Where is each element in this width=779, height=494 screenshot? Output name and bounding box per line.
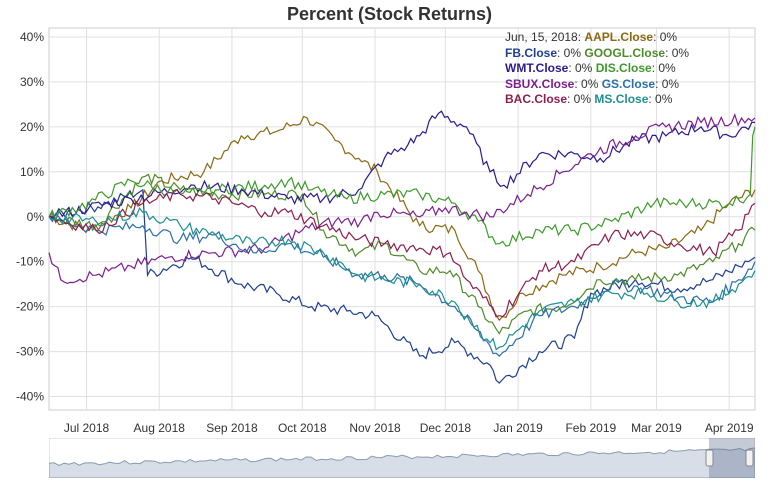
chart-legend: Jun, 15, 2018: AAPL.Close: 0% FB.Close: 0… <box>505 30 689 108</box>
y-tick-label: 20% <box>20 120 44 134</box>
legend-row: SBUX.Close: 0% GS.Close: 0% <box>505 77 689 93</box>
legend-series-value: : 0% <box>574 76 602 91</box>
series-line-bac-close <box>48 188 756 318</box>
navigator-right-handle[interactable] <box>745 449 754 467</box>
y-tick-label: 40% <box>20 30 44 44</box>
series-line-googl-close <box>48 173 756 335</box>
series-line-fb-close <box>48 188 756 384</box>
x-tick-label: Aug 2018 <box>134 421 186 435</box>
legend-series-value: : 0% <box>567 92 595 107</box>
navigator-left-handle[interactable] <box>705 449 714 467</box>
legend-series-name: MS.Close <box>594 92 649 107</box>
legend-series-value: : 0% <box>651 61 676 76</box>
series-line-wmt-close <box>48 110 755 222</box>
legend-series-name: FB.Close <box>505 45 558 60</box>
legend-item: SBUX.Close: 0% <box>505 77 602 91</box>
legend-series-value: : 0% <box>568 61 596 76</box>
legend-row: FB.Close: 0% GOOGL.Close: 0% <box>505 46 689 62</box>
legend-date: Jun, 15, 2018: <box>505 30 585 44</box>
legend-item: BAC.Close: 0% <box>505 92 594 106</box>
series-line-gs-close <box>48 212 756 357</box>
legend-series-name: SBUX.Close <box>505 76 575 91</box>
legend-series-value: : 0% <box>653 30 678 44</box>
plot-border <box>48 27 756 411</box>
legend-series-value: : 0% <box>665 45 690 60</box>
x-tick-label: Apr 2019 <box>705 421 754 435</box>
x-tick-label: Nov 2018 <box>349 421 401 435</box>
legend-row: WMT.Close: 0% DIS.Close: 0% <box>505 61 689 77</box>
x-tick-label: Feb 2019 <box>565 421 616 435</box>
legend-row: Jun, 15, 2018: AAPL.Close: 0% <box>505 30 689 46</box>
y-tick-label: 0% <box>27 210 45 224</box>
legend-item: FB.Close: 0% <box>505 46 584 60</box>
legend-series-name: AAPL.Close <box>584 30 654 44</box>
legend-row: BAC.Close: 0% MS.Close: 0% <box>505 92 689 108</box>
x-tick-label: Jul 2018 <box>64 421 110 435</box>
legend-series-value: : 0% <box>557 45 585 60</box>
legend-series-name: GS.Close <box>601 76 656 91</box>
legend-series-name: DIS.Close <box>595 61 652 76</box>
x-tick-label: Mar 2019 <box>631 421 682 435</box>
x-tick-label: Dec 2018 <box>420 421 472 435</box>
legend-series-name: BAC.Close <box>505 92 568 107</box>
series-line-aapl-close <box>48 115 756 322</box>
legend-series-value: : 0% <box>655 76 680 91</box>
legend-series-name: WMT.Close <box>505 61 569 76</box>
series-line-ms-close <box>48 207 756 351</box>
y-tick-label: -20% <box>16 300 44 314</box>
x-tick-label: Jan 2019 <box>493 421 543 435</box>
x-tick-label: Oct 2018 <box>278 421 327 435</box>
legend-item: DIS.Close: 0% <box>596 61 676 75</box>
range-navigator[interactable] <box>49 438 755 478</box>
chart-title: Percent (Stock Returns) <box>286 4 493 24</box>
navigator-area <box>49 447 755 478</box>
legend-item: AAPL.Close: 0% <box>584 30 677 44</box>
legend-item: MS.Close: 0% <box>594 92 672 106</box>
legend-series-value: : 0% <box>648 92 673 107</box>
legend-item: GS.Close: 0% <box>602 77 679 91</box>
y-tick-label: -40% <box>16 390 44 404</box>
legend-item: GOOGL.Close: 0% <box>584 46 689 60</box>
y-tick-label: 30% <box>20 75 44 89</box>
x-tick-label: Sep 2018 <box>206 421 258 435</box>
legend-series-name: GOOGL.Close <box>584 45 666 60</box>
y-tick-label: -30% <box>16 345 44 359</box>
y-tick-label: 10% <box>20 165 44 179</box>
legend-item: WMT.Close: 0% <box>505 61 596 75</box>
series-line-sbux-close <box>48 113 756 285</box>
y-tick-label: -10% <box>16 255 44 269</box>
